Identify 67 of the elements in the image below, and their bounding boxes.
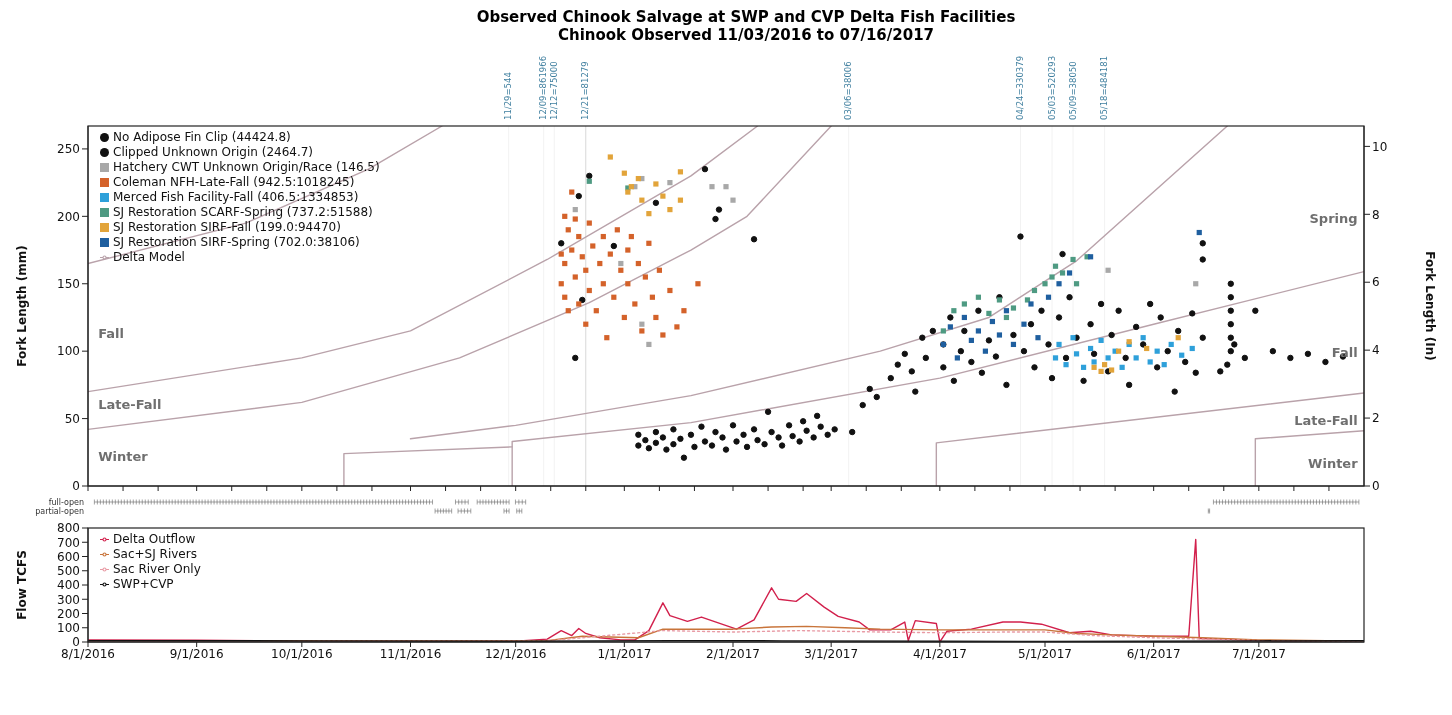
annotation: Spring — [1309, 211, 1358, 227]
legend-label: SJ Restoration SIRF-Fall (199.0:94470) — [113, 220, 341, 234]
annotation: Fall — [98, 326, 125, 342]
y-axis-title: Fork Length (mm) — [15, 245, 30, 367]
y-tick-label: 500 — [57, 564, 80, 579]
y2-axis-title: Fork Length (In) — [1422, 251, 1437, 361]
x-tick-label: 12/1/2016 — [484, 646, 547, 661]
x-tick-label: 10/1/2016 — [271, 646, 333, 661]
y-tick-label: 200 — [57, 209, 80, 224]
annotation: Late-Fall — [98, 396, 162, 412]
y2-tick-label: 0 — [1372, 479, 1380, 494]
text: full-open — [48, 497, 84, 507]
ref-line-label: 12/09=861966 — [538, 55, 549, 120]
legend-label: Sac+SJ Rivers — [113, 547, 197, 561]
legend-label: Clipped Unknown Origin (2464.7) — [113, 145, 314, 159]
y2-tick-label: 2 — [1372, 411, 1380, 426]
y-tick-label: 800 — [57, 521, 80, 536]
annotation: Fall — [1331, 345, 1358, 361]
y-tick-label: 600 — [57, 549, 80, 564]
legend-label: Sac River Only — [113, 562, 201, 576]
annotation: Winter — [1308, 455, 1359, 471]
annotation: Winter — [98, 448, 149, 464]
legend-label: Hatchery CWT Unknown Origin/Race (146.5) — [113, 160, 380, 174]
x-tick-label: 1/1/2017 — [597, 646, 652, 661]
y-tick-label: 150 — [57, 277, 80, 292]
ref-line-label: 05/09=38050 — [1067, 61, 1078, 120]
y-tick-label: 700 — [57, 535, 80, 550]
chart-subtitle: Chinook Observed 11/03/2016 to 07/16/2017 — [556, 26, 935, 44]
y-tick-label: 250 — [57, 142, 80, 157]
y-tick-label: 100 — [57, 344, 80, 359]
ref-line-label: 03/06=38006 — [843, 61, 854, 120]
x-tick-label: 2/1/2017 — [706, 646, 760, 661]
legend-label: Delta Model — [113, 250, 185, 264]
legend-label: SJ Restoration SCARF-Spring (737.2:51588) — [113, 205, 373, 219]
y2-tick-label: 10 — [1372, 139, 1388, 154]
x-tick-label: 5/1/2017 — [1018, 646, 1072, 661]
text: partial-open — [35, 506, 84, 516]
chart-title: Observed Chinook Salvage at SWP and CVP Delta Fish Facilities — [475, 8, 1017, 26]
x-tick-label: 4/1/2017 — [912, 646, 967, 661]
legend-label: Delta Outflow — [113, 532, 196, 546]
ref-line-label: 12/21=81279 — [580, 61, 591, 120]
x-tick-label: 9/1/2016 — [169, 646, 224, 661]
y2-tick-label: 6 — [1372, 275, 1380, 290]
ref-line-label: 05/03=520293 — [1046, 55, 1057, 120]
y2-tick-label: 8 — [1372, 207, 1380, 222]
y2-tick-label: 4 — [1372, 343, 1380, 358]
legend-label: SWP+CVP — [113, 577, 174, 591]
ref-line-label: 05/18=484181 — [1099, 55, 1110, 120]
legend-label: No Adipose Fin Clip (44424.8) — [113, 130, 291, 144]
x-tick-label: 11/1/2016 — [379, 646, 442, 661]
ref-line-label: 12/12=75000 — [548, 61, 559, 120]
y-tick-label: 200 — [57, 606, 80, 621]
y-tick-label: 100 — [57, 621, 80, 636]
y-tick-label: 300 — [57, 592, 80, 607]
y-tick-label: 50 — [64, 411, 80, 426]
y-axis-title: Flow TCFS — [15, 550, 30, 620]
ref-line-label: 11/29=544 — [503, 72, 514, 120]
x-tick-label: 3/1/2017 — [804, 646, 859, 661]
legend-label: Merced Fish Facility-Fall (406.5:1334853) — [113, 190, 359, 204]
legend-label: SJ Restoration SIRF-Spring (702.0:38106) — [113, 235, 360, 249]
legend-label: Coleman NFH-Late-Fall (942.5:1018245) — [113, 175, 355, 189]
annotation: Late-Fall — [1294, 412, 1358, 428]
y-tick-label: 400 — [57, 578, 80, 593]
x-tick-label: 7/1/2017 — [1231, 646, 1286, 661]
ref-line-label: 04/24=330379 — [1014, 55, 1025, 120]
x-tick-label: 6/1/2017 — [1126, 646, 1181, 661]
y-tick-label: 0 — [72, 479, 80, 494]
